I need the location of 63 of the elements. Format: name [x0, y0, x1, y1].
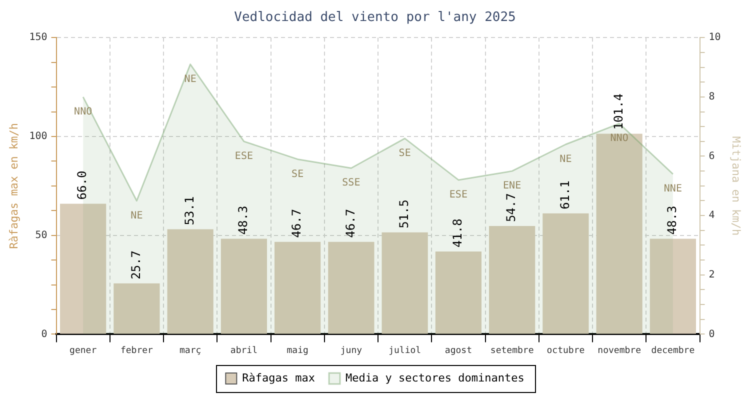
y2-tick-label: 2	[708, 269, 715, 280]
x-tick-label: març	[179, 346, 202, 356]
bar	[489, 226, 536, 334]
bar	[542, 213, 589, 334]
data-label: NNO	[74, 106, 92, 118]
bar	[650, 238, 696, 334]
y-tick-label: 50	[35, 230, 48, 241]
bar	[114, 283, 160, 334]
legend-label: Media y sectores dominantes	[346, 371, 524, 384]
bar	[435, 252, 482, 334]
y-tick-label: 150	[29, 32, 48, 44]
bar	[167, 229, 214, 334]
bar	[596, 134, 642, 334]
data-label: ESE	[449, 190, 468, 201]
data-label: NNO	[610, 133, 628, 144]
data-label: SE	[292, 168, 304, 180]
x-tick-label: setembre	[490, 346, 534, 356]
data-label: 25.7	[128, 250, 143, 280]
data-label: NE	[130, 210, 143, 222]
y2-tick-label: 6	[708, 150, 715, 162]
x-tick-label: juliol	[388, 346, 422, 356]
data-label: 46.7	[343, 208, 358, 238]
data-label: ENE	[503, 180, 522, 192]
data-label: 48.3	[665, 206, 680, 235]
x-tick-label: gener	[70, 346, 98, 356]
chart-title: Vedlocidad del viento por l'any 2025	[234, 10, 516, 26]
y2-tick-label: 10	[708, 32, 721, 44]
data-label: ESE	[234, 151, 253, 162]
x-tick-label: agost	[444, 346, 472, 356]
y2-axis-title: Mitjana en km/h	[730, 136, 743, 236]
data-label: 41.8	[450, 218, 465, 248]
data-label: SE	[398, 148, 411, 160]
data-label: 66.0	[75, 170, 90, 200]
x-tick-label: octubre	[546, 346, 585, 356]
y-axis-title: Ràfagas max en km/h	[7, 122, 20, 249]
data-label: 61.1	[558, 180, 572, 210]
data-label: 101.4	[611, 94, 626, 130]
data-label: 53.1	[182, 196, 196, 226]
bar	[382, 232, 428, 334]
bar	[328, 242, 374, 334]
data-label: 54.7	[504, 193, 518, 222]
y2-tick-label: 4	[708, 210, 715, 222]
x-tick-label: decembre	[651, 346, 695, 356]
bar	[220, 238, 268, 334]
data-label: NNE	[664, 184, 682, 195]
y-tick-label: 0	[41, 328, 48, 340]
x-tick-label: maig	[286, 346, 308, 356]
data-label: 46.7	[290, 208, 304, 238]
bar	[274, 242, 321, 334]
data-label: SSE	[342, 178, 360, 189]
data-label: NE	[560, 154, 572, 165]
y2-tick-label: 8	[708, 92, 715, 103]
data-label: NE	[184, 74, 196, 85]
y2-tick-label: 0	[708, 328, 715, 340]
bar	[60, 204, 106, 334]
legend-label: Ràfagas max	[242, 371, 316, 384]
y-tick-label: 100	[29, 131, 48, 142]
x-tick-label: juny	[340, 346, 363, 356]
x-tick-label: febrer	[120, 346, 154, 356]
x-tick-label: abril	[230, 346, 258, 356]
data-label: 51.5	[396, 199, 411, 228]
x-tick-label: novembre	[598, 346, 641, 356]
data-label: 48.3	[236, 206, 250, 235]
